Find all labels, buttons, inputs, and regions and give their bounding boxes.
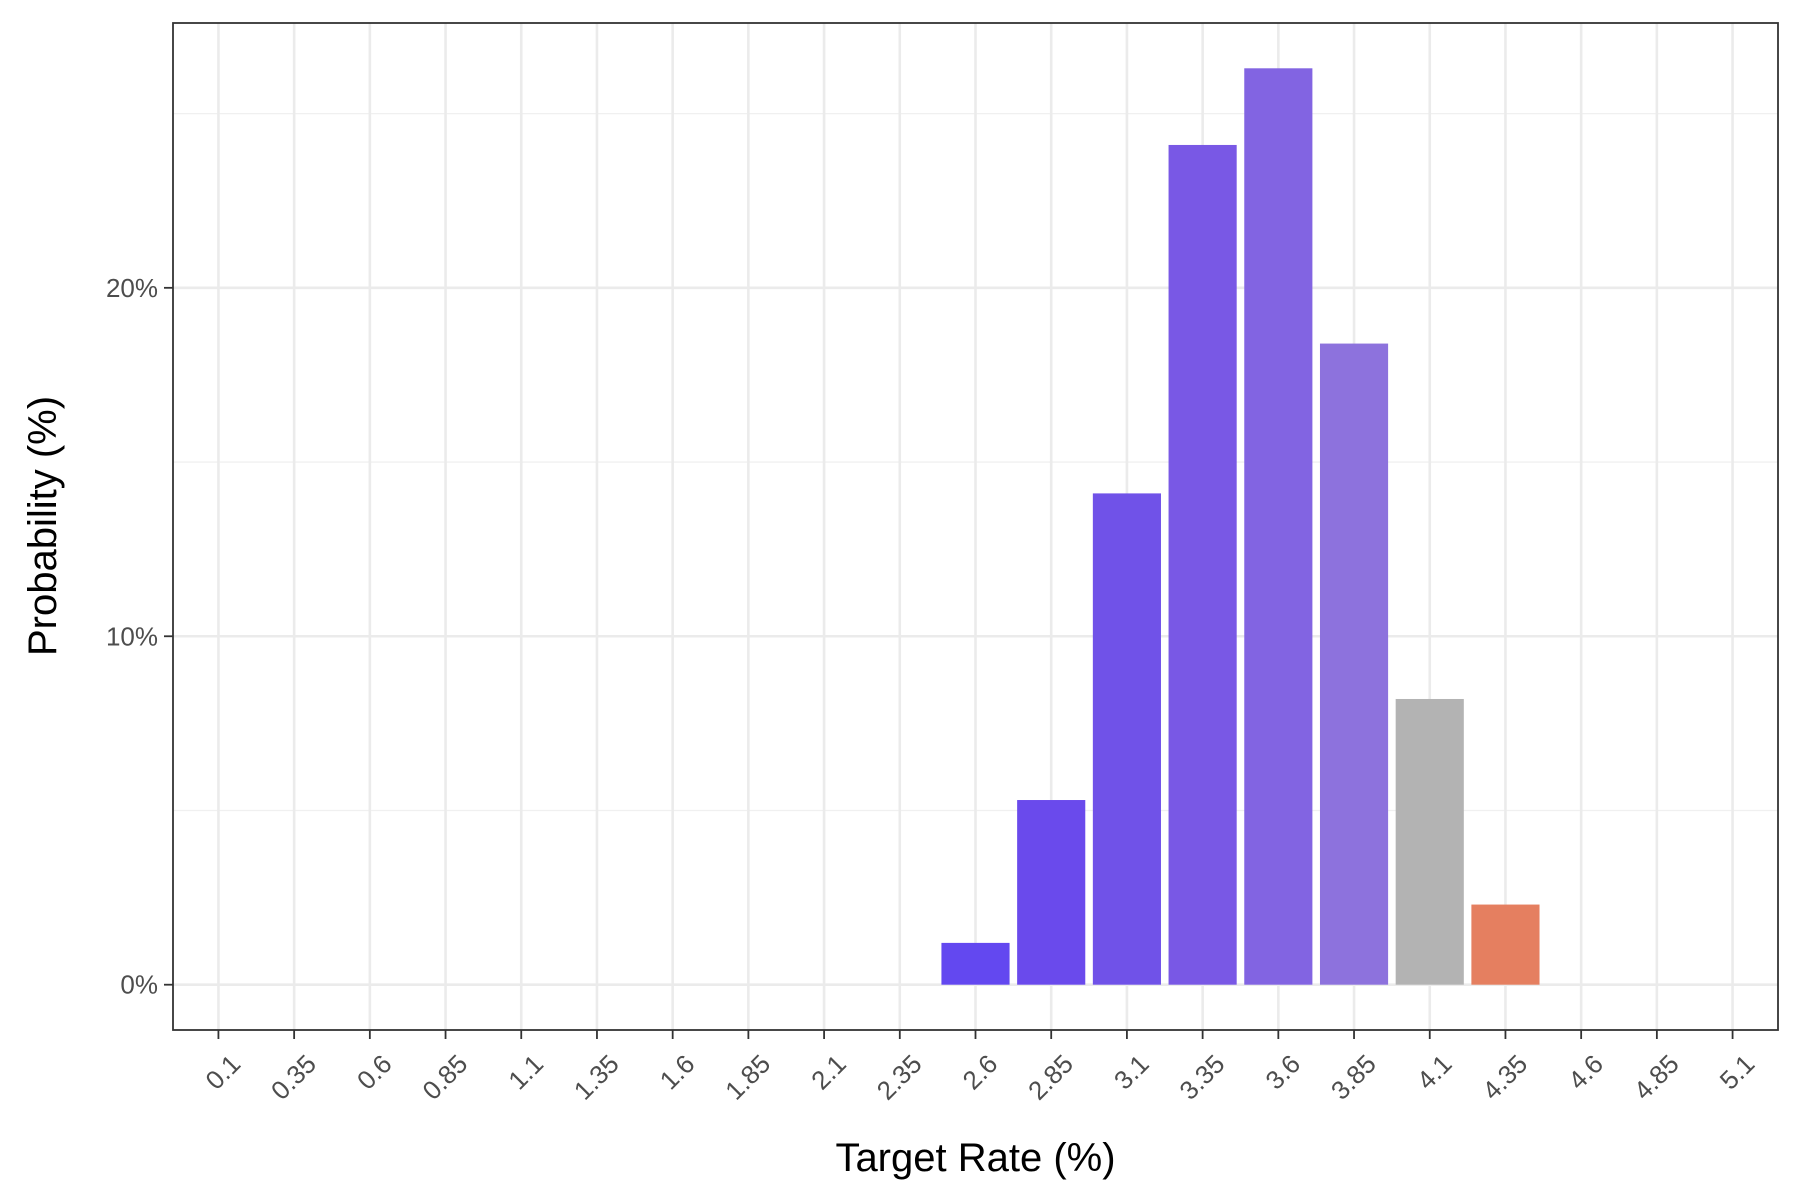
bar <box>1168 144 1237 985</box>
x-axis: 0.1 0.35 0.6 0.85 1.1 1.35 1.6 1.85 2.1 2.35 2.6 2.… <box>199 1030 1760 1106</box>
x-tick-label: 0.6 <box>351 1049 398 1096</box>
x-tick-label: 2.35 <box>871 1049 928 1106</box>
x-tick-label: 1.1 <box>502 1049 549 1096</box>
bar <box>1017 800 1086 985</box>
x-tick-label: 2.85 <box>1022 1049 1079 1106</box>
x-tick-label: 3.1 <box>1108 1049 1155 1096</box>
bar <box>1244 68 1313 985</box>
x-tick-label: 1.6 <box>654 1049 701 1096</box>
y-tick-label: 0% <box>120 970 158 1000</box>
x-tick-label: 0.1 <box>199 1049 246 1096</box>
x-tick-label: 2.6 <box>957 1049 1004 1096</box>
x-tick-label: 0.35 <box>265 1049 322 1106</box>
bar <box>1092 493 1161 985</box>
bar <box>1395 698 1464 985</box>
bars <box>941 68 1540 985</box>
y-tick-label: 20% <box>106 273 158 303</box>
bar <box>941 942 1010 985</box>
x-tick-label: 4.35 <box>1476 1049 1533 1106</box>
x-tick-label: 4.6 <box>1562 1049 1609 1096</box>
y-axis: 0% 10% 20% <box>106 273 173 1000</box>
x-tick-label: 1.85 <box>719 1049 776 1106</box>
x-tick-label: 3.6 <box>1259 1049 1306 1096</box>
x-tick-label: 3.85 <box>1325 1049 1382 1106</box>
y-axis-title: Probability (%) <box>21 396 65 656</box>
x-tick-label: 1.35 <box>568 1049 625 1106</box>
x-tick-label: 3.35 <box>1173 1049 1230 1106</box>
bar <box>1471 904 1540 985</box>
bar <box>1319 343 1389 985</box>
y-tick-label: 10% <box>106 621 158 651</box>
x-tick-label: 4.1 <box>1411 1049 1458 1096</box>
x-axis-title: Target Rate (%) <box>835 1136 1115 1180</box>
x-tick-label: 4.85 <box>1628 1049 1685 1106</box>
x-tick-label: 5.1 <box>1714 1049 1761 1096</box>
x-tick-label: 2.1 <box>805 1049 852 1096</box>
x-tick-label: 0.85 <box>416 1049 473 1106</box>
